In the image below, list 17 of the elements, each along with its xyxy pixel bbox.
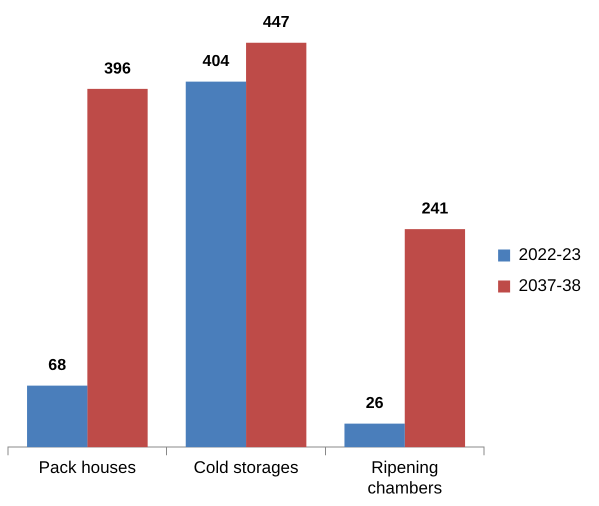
data-label: 404 [202,53,230,70]
x-tick-label: Ripening chambers [367,458,442,498]
data-label: 396 [104,60,131,78]
bar [186,82,246,448]
bar [404,229,466,448]
bar [27,386,88,448]
legend-label: 2037-38 [518,276,581,296]
data-label: 68 [48,357,66,374]
data-label: 447 [262,14,290,32]
bar [344,424,405,448]
data-label: 241 [422,200,448,218]
bar [246,42,306,448]
legend-label: 2022-23 [518,245,581,264]
data-label: 26 [366,395,384,412]
x-tick-label: Cold storages [194,458,298,478]
x-tick-label: Pack houses [38,458,136,478]
bar [87,88,148,448]
